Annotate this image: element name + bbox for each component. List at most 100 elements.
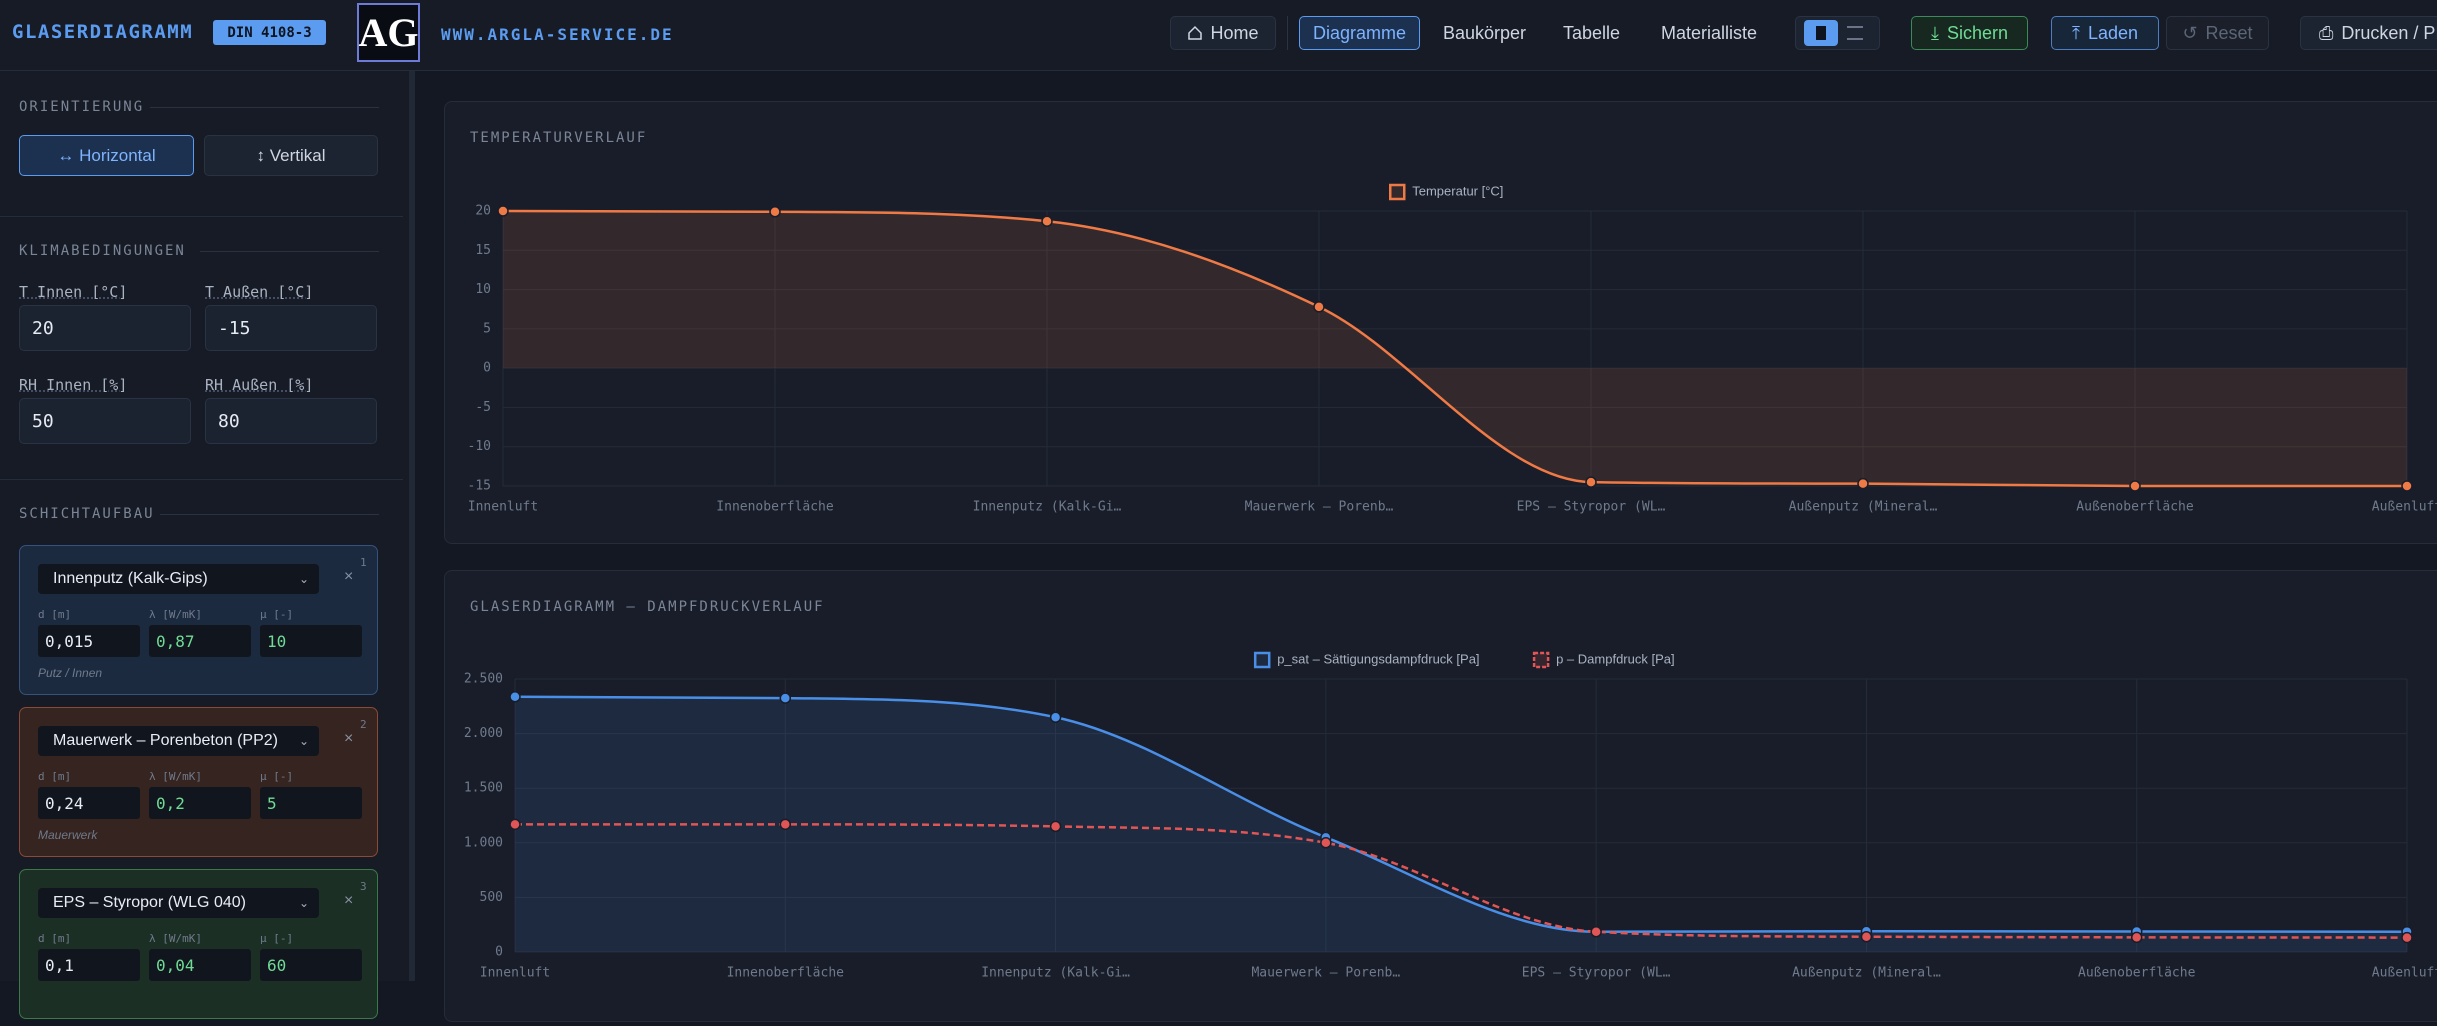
load-label: Laden	[2087, 22, 2139, 43]
icon: ⎙	[2319, 22, 2334, 43]
orientation-horizontal[interactable]: ↔ Horizontal	[19, 135, 194, 176]
section-line	[160, 514, 379, 515]
nav-label: Home	[1210, 22, 1259, 43]
header: GLASERDIAGRAMM DIN 4108-3 AG WWW.ARGLA-S…	[0, 0, 2437, 71]
save-button[interactable]: ⤓ Sichern	[1911, 16, 2028, 50]
load-button[interactable]: ⤒ Laden	[2051, 16, 2159, 50]
field-input[interactable]: 80	[205, 398, 377, 444]
legend-swatch	[1253, 651, 1271, 669]
sidebar: ORIENTIERUNG ↔ Horizontal ↕ Vertikal KLI…	[0, 71, 415, 1019]
point	[1320, 837, 1332, 849]
param-input[interactable]: 0,87	[149, 625, 251, 657]
toggle-on[interactable]	[1803, 20, 1838, 46]
param-input[interactable]: 5	[260, 787, 362, 819]
home-icon	[1188, 25, 1203, 40]
nav-baukoerper[interactable]: Baukörper	[1442, 22, 1527, 43]
y-tick-label: 0	[495, 945, 503, 960]
chart: GLASERDIAGRAMM – DAMPFDRUCKVERLAUF p_sat …	[464, 599, 2437, 981]
layer-card[interactable]: Mauerwerk – Porenbeton (PP2) ⌄ × 2 d [m] 0,24…	[19, 707, 378, 857]
point	[2401, 931, 2413, 944]
x-tick-label: EPS – Styropor (WL…	[1522, 966, 1671, 981]
y-tick-label: 0	[483, 361, 491, 376]
x-tick-label: Außenluft	[2372, 966, 2437, 981]
orientation-vertical[interactable]: ↕ Vertikal	[204, 135, 378, 176]
layer-card[interactable]: EPS – Styropor (WLG 040) ⌄ × 3 d [m] 0,1 λ [W/…	[19, 869, 378, 1019]
website[interactable]: WWW.ARGLA-SERVICE.DE	[441, 25, 674, 44]
material-select[interactable]: EPS – Styropor (WLG 040) ⌄	[38, 888, 319, 918]
point	[2401, 480, 2413, 492]
app-title: GLASERDIAGRAMM	[12, 21, 194, 43]
remove-button[interactable]: ×	[344, 568, 354, 585]
point	[769, 206, 781, 218]
x-tick-label: Außenoberfläche	[2078, 966, 2196, 981]
nav-diagramme[interactable]: Diagramme	[1299, 16, 1420, 50]
param-input[interactable]: 60	[260, 949, 362, 981]
x-tick-label: Außenputz (Mineral…	[1792, 966, 1941, 981]
field-input[interactable]: -15	[205, 305, 377, 351]
material-name: EPS – Styropor (WLG 040)	[53, 894, 246, 911]
remove-button[interactable]: ×	[344, 730, 354, 747]
layer-card[interactable]: Innenputz (Kalk-Gips) ⌄ × 1 d [m] 0,015 λ [W/m…	[19, 545, 378, 695]
point	[779, 692, 792, 704]
nav-materialliste[interactable]: Materialliste	[1660, 22, 1758, 43]
toggle-icon	[1846, 26, 1863, 40]
layer-group: Putz / Innen	[38, 666, 103, 680]
y-tick-label: 5	[483, 321, 491, 336]
nav-home[interactable]: Home	[1170, 16, 1276, 50]
point	[1590, 926, 1602, 938]
field-input[interactable]: 50	[19, 398, 191, 444]
y-tick-label: -10	[468, 439, 491, 454]
icon: ⤒	[2071, 22, 2080, 43]
reset-button[interactable]: ↺ Reset	[2166, 16, 2269, 50]
y-tick-label: -15	[468, 479, 491, 494]
param-input[interactable]: 0,015	[38, 625, 140, 657]
toggle-icon	[1815, 26, 1826, 40]
param-input[interactable]: 0,04	[149, 949, 251, 981]
material-name: Innenputz (Kalk-Gips)	[53, 570, 208, 587]
param-input[interactable]: 0,24	[38, 787, 140, 819]
param-input[interactable]: 10	[260, 625, 362, 657]
divider	[1287, 16, 1288, 50]
field-input[interactable]: 20	[19, 305, 191, 351]
param-label: d [m]	[38, 770, 72, 783]
remove-button[interactable]: ×	[344, 892, 354, 909]
chart: TEMPERATURVERLAUF Temperatur [°C] -15 -10 -5…	[468, 130, 2437, 515]
param-input[interactable]: 0,2	[149, 787, 251, 819]
print-button[interactable]: ⎙ Drucken / PDF	[2300, 16, 2437, 50]
material-select[interactable]: Innenputz (Kalk-Gips) ⌄	[38, 564, 319, 594]
param-label: μ [-]	[260, 770, 294, 783]
chevron: ⌄	[298, 572, 309, 586]
point	[1585, 476, 1597, 488]
legend-label: p – Dampfdruck [Pa]	[1556, 651, 1675, 666]
line	[515, 823, 2408, 939]
point	[509, 818, 521, 831]
y-tick-label: 20	[475, 204, 491, 219]
field-label: T Außen [°C]	[205, 283, 314, 301]
icon: ⤓	[1931, 22, 1939, 43]
toggle-off[interactable]	[1838, 20, 1872, 46]
reset-label: Reset	[2205, 22, 2253, 43]
param-label: d [m]	[38, 608, 72, 621]
legend-swatch	[1389, 183, 1406, 201]
y-tick-label: 2.500	[464, 672, 503, 687]
param-label: λ [W/mK]	[149, 770, 202, 783]
separator	[0, 479, 403, 480]
save-label: Sichern	[1946, 22, 2008, 43]
layer-group: Mauerwerk	[38, 828, 98, 842]
point	[1041, 215, 1053, 227]
area	[503, 211, 2407, 486]
point	[1857, 477, 1869, 490]
view-toggle[interactable]	[1795, 16, 1880, 50]
separator	[0, 216, 403, 217]
point	[1860, 930, 1873, 943]
param-input[interactable]: 0,1	[38, 949, 140, 981]
field-label: RH Außen [%]	[205, 376, 314, 394]
material-select[interactable]: Mauerwerk – Porenbeton (PP2) ⌄	[38, 726, 319, 756]
point	[2129, 480, 2141, 492]
layer-index: 3	[360, 880, 367, 893]
nav-tabelle[interactable]: Tabelle	[1562, 22, 1621, 43]
point	[779, 818, 792, 831]
legend-label: Temperatur [°C]	[1412, 183, 1503, 198]
x-tick-label: Außenputz (Mineral…	[1789, 500, 1938, 515]
param-label: μ [-]	[260, 608, 294, 621]
